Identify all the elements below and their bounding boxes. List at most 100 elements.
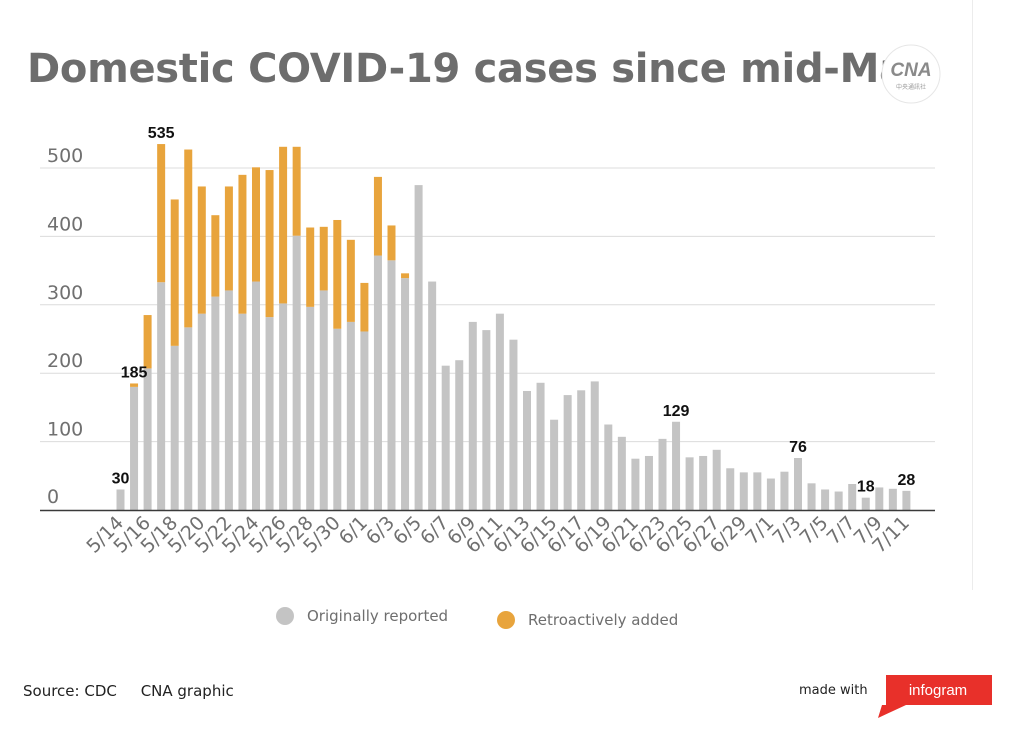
bar-retroactively-added (224, 186, 233, 291)
bar-originally-reported (333, 328, 342, 510)
bar-retroactively-added (157, 144, 166, 283)
bar-retroactively-added (170, 199, 179, 346)
graphic-credit: CNA graphic (140, 682, 234, 700)
source-credit: Source: CDC CNA graphic (23, 682, 234, 700)
legend-dot-orange (497, 611, 515, 629)
bar-originally-reported (428, 281, 437, 510)
bar-retroactively-added (292, 146, 301, 236)
bar-retroactively-added (265, 170, 274, 318)
bar-originally-reported (604, 424, 613, 510)
infogram-brand: infogram (909, 682, 967, 699)
bar-chart: 0 100 200 300 400 500 30 185 535 129 76 18 28 5/145… (40, 125, 935, 558)
bar-originally-reported (780, 471, 789, 510)
made-with-text: made with (799, 683, 868, 698)
bar-originally-reported (184, 327, 193, 510)
bar-originally-reported (658, 438, 667, 510)
bar-retroactively-added (238, 174, 247, 314)
bar-originally-reported (821, 489, 830, 510)
y-axis-ticks: 0 100 200 300 400 500 (47, 145, 83, 508)
data-label: 28 (898, 472, 916, 489)
cna-logo-subtext: 中央通訊社 (896, 83, 926, 91)
bar-retroactively-added (252, 167, 260, 282)
bar-originally-reported (888, 488, 897, 510)
bar-originally-reported (130, 386, 139, 510)
bar-originally-reported (834, 491, 843, 510)
bar-retroactively-added (143, 315, 152, 369)
bar-originally-reported (265, 317, 274, 510)
bar-originally-reported (644, 455, 653, 510)
bar-retroactively-added (184, 149, 193, 328)
bar-retroactively-added (360, 282, 369, 332)
bar-originally-reported (116, 489, 125, 510)
cna-logo-text: CNA (890, 60, 931, 81)
bar-retroactively-added (373, 176, 382, 256)
bar-originally-reported (373, 255, 382, 510)
bar-originally-reported (563, 395, 572, 510)
bar-originally-reported (794, 458, 802, 510)
bar-originally-reported (577, 390, 586, 510)
infogram-badge[interactable]: infogram (876, 675, 992, 719)
bar-originally-reported (482, 330, 491, 510)
bar-retroactively-added (333, 219, 342, 329)
y-tick-label: 100 (47, 419, 83, 441)
bar-originally-reported (238, 313, 247, 510)
data-label: 185 (121, 364, 148, 381)
bar-originally-reported (319, 290, 328, 510)
bar-retroactively-added (130, 383, 139, 387)
bar-originally-reported (346, 321, 355, 510)
bar-retroactively-added (387, 225, 396, 261)
data-label: 535 (148, 125, 175, 142)
legend-dot-gray (276, 607, 294, 625)
bar-originally-reported (672, 421, 681, 510)
bar-originally-reported (401, 278, 410, 510)
bar-retroactively-added (401, 273, 410, 279)
bar-originally-reported (536, 382, 545, 510)
bar-originally-reported (807, 483, 816, 510)
bar-originally-reported (631, 458, 640, 510)
bar-originally-reported (279, 303, 288, 510)
bar-originally-reported (699, 455, 708, 510)
cna-logo: CNA 中央通訊社 (881, 44, 941, 104)
data-label: 30 (112, 470, 130, 487)
legend-label: Retroactively added (528, 611, 679, 629)
bar-originally-reported (550, 419, 559, 510)
bar-retroactively-added (197, 186, 206, 314)
bar-originally-reported (617, 436, 626, 510)
bar-originally-reported (712, 449, 721, 510)
data-label: 129 (663, 403, 690, 420)
bar-retroactively-added (306, 227, 315, 307)
y-tick-label: 0 (47, 486, 59, 508)
x-axis-ticks: 5/145/165/185/205/225/245/265/285/306/16… (82, 512, 914, 558)
legend-label: Originally reported (307, 607, 449, 625)
bar-originally-reported (875, 487, 884, 510)
bar-originally-reported (143, 368, 152, 510)
bar-originally-reported (753, 472, 762, 510)
bar-originally-reported (861, 497, 870, 510)
source-text: Source: CDC (23, 682, 117, 700)
bar-originally-reported (292, 235, 301, 510)
bar-originally-reported (739, 472, 748, 510)
bar-originally-reported (523, 390, 531, 510)
bar-originally-reported (902, 490, 911, 510)
legend-item-originally-reported[interactable]: Originally reported (276, 603, 448, 629)
bar-originally-reported (468, 321, 477, 510)
bar-retroactively-added (279, 146, 288, 304)
bar-originally-reported (414, 185, 423, 510)
bar-originally-reported (170, 345, 179, 510)
bar-originally-reported (211, 296, 220, 510)
y-tick-label: 500 (47, 145, 83, 167)
chart-title: Domestic COVID-19 cases since mid-May (27, 46, 931, 92)
data-label: 76 (789, 439, 807, 456)
bar-originally-reported (197, 313, 206, 510)
data-label: 18 (857, 479, 875, 496)
bar-retroactively-added (346, 239, 355, 322)
legend-item-retroactively-added[interactable]: Retroactively added (497, 607, 678, 633)
bar-originally-reported (455, 360, 464, 510)
bar-originally-reported (252, 281, 260, 510)
bar-originally-reported (495, 313, 504, 510)
y-tick-label: 300 (47, 282, 83, 304)
bars (116, 144, 911, 510)
y-tick-label: 400 (47, 213, 83, 235)
bar-originally-reported (726, 468, 735, 510)
bar-retroactively-added (211, 215, 220, 297)
